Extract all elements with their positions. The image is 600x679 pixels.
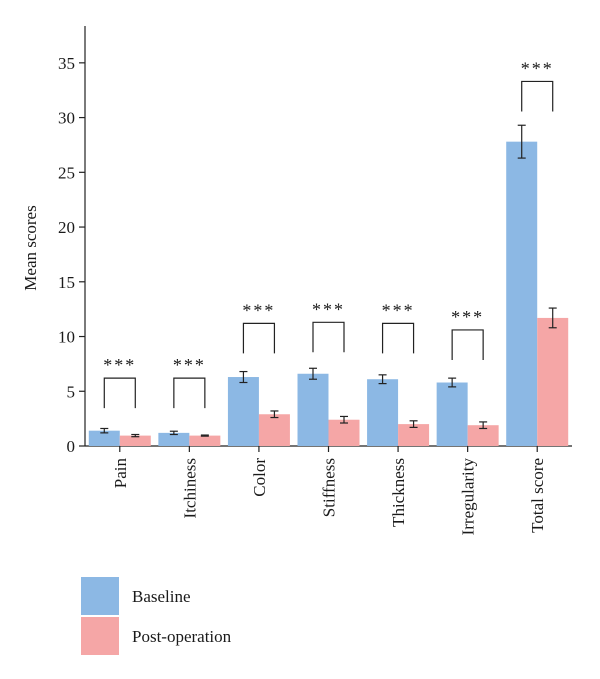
y-axis-label: Mean scores — [21, 205, 40, 290]
significance-bracket — [103, 377, 136, 409]
y-tick-label: 0 — [67, 437, 76, 456]
x-tick-label: Thickness — [389, 458, 408, 527]
bar-baseline — [436, 382, 468, 446]
significance-label: *** — [242, 300, 275, 320]
significance-bracket — [312, 321, 345, 353]
significance-bracket — [173, 377, 206, 409]
x-tick-label: Color — [250, 458, 269, 497]
y-tick-label: 20 — [58, 218, 75, 237]
bar-post-operation — [258, 414, 290, 446]
significance-label: *** — [382, 300, 415, 320]
bar-baseline — [88, 430, 120, 446]
significance-label: *** — [521, 58, 554, 78]
significance-bracket — [451, 329, 484, 360]
bar-post-operation — [119, 435, 151, 446]
error-bars — [100, 124, 557, 438]
bar-baseline — [158, 432, 190, 446]
bars — [88, 141, 569, 447]
x-tick-label: Pain — [111, 458, 130, 489]
x-tick-label: Itchiness — [180, 458, 199, 518]
legend-label: Baseline — [132, 587, 191, 606]
y-axis: 0 5 10 15 20 25 30 35 — [58, 26, 86, 456]
y-tick-label: 5 — [67, 382, 76, 401]
significance-bracket — [381, 322, 415, 354]
significance-label: *** — [451, 307, 484, 327]
legend-label: Post-operation — [132, 627, 232, 646]
bar-baseline — [367, 379, 399, 446]
y-tick-label: 25 — [58, 163, 75, 182]
y-tick-label: 35 — [58, 54, 75, 73]
x-tick-label: Irregularity — [459, 458, 478, 536]
bar-post-operation — [467, 425, 499, 446]
bar-post-operation — [537, 317, 569, 446]
y-tick-label: 15 — [58, 273, 75, 292]
y-tick-label: 30 — [58, 109, 75, 128]
y-tick-label: 10 — [58, 328, 75, 347]
significance-brackets: *** *** *** *** *** *** *** — [103, 58, 554, 409]
bar-baseline — [297, 373, 329, 446]
x-tick-label: Stiffness — [320, 458, 339, 517]
bar-post-operation — [328, 419, 360, 446]
significance-bracket — [521, 80, 554, 112]
legend-swatch — [81, 617, 119, 655]
significance-label: *** — [173, 355, 206, 375]
legend: Baseline Post-operation — [81, 577, 232, 655]
x-axis: Pain Itchiness Color Stiffness Thickness Irre… — [85, 445, 572, 536]
significance-label: *** — [312, 299, 345, 319]
significance-label: *** — [103, 355, 136, 375]
legend-swatch — [81, 577, 119, 615]
bar-post-operation — [398, 424, 430, 446]
bar-baseline — [227, 377, 259, 446]
bar-post-operation — [189, 435, 221, 446]
significance-bracket — [242, 322, 276, 354]
x-tick-label: Total score — [528, 458, 547, 533]
bar-baseline — [506, 141, 538, 447]
